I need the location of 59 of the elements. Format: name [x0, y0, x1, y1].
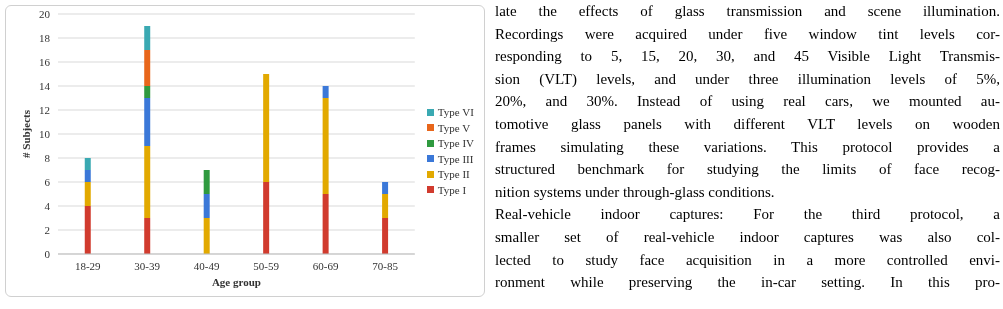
legend-label: Type VI: [437, 106, 474, 119]
legend-label: Type III: [437, 152, 474, 165]
y-tick-label: 10: [39, 127, 51, 140]
bar: [263, 182, 270, 254]
y-tick-label: 18: [39, 31, 51, 44]
x-tick-label: 50-59: [253, 259, 280, 272]
legend-label: Type I: [437, 183, 467, 196]
y-tick-label: 2: [44, 223, 50, 236]
bar: [382, 182, 389, 194]
text: structured benchmark for studying the limits of face recog-: [495, 160, 1000, 180]
bar: [203, 170, 210, 194]
text: lected to study face acquisition in a more controlled envi-: [495, 250, 1000, 270]
bar: [84, 170, 91, 182]
x-tick-label: 40-49: [193, 259, 220, 272]
legend-label: Type IV: [437, 137, 474, 150]
legend-label: Type V: [437, 121, 471, 134]
bar: [382, 194, 389, 218]
x-axis-title: Age group: [211, 276, 261, 288]
bar: [322, 194, 329, 254]
y-tick-label: 16: [39, 55, 51, 68]
bar: [382, 218, 389, 254]
bar: [84, 206, 91, 254]
y-tick-label: 6: [44, 175, 51, 188]
x-tick-label: 70-85: [372, 259, 399, 272]
text: 20%, and 30%. Instead of using real cars, we mounted au-: [495, 92, 1000, 112]
y-tick-label: 0: [44, 247, 51, 260]
bar: [203, 194, 210, 218]
bar: [144, 98, 151, 146]
bar: [84, 158, 91, 170]
bar: [144, 218, 151, 254]
text: smaller set of real-vehicle indoor captures was also col-: [495, 227, 1000, 247]
bar: [322, 98, 329, 194]
x-tick-label: 18-29: [74, 259, 102, 272]
bar: [144, 146, 151, 218]
bar: [203, 218, 210, 254]
legend-label: Type II: [437, 168, 470, 181]
text: late the effects of glass transmission and scene illumination.: [495, 2, 1000, 21]
bar: [84, 182, 91, 206]
text: frames simulating these variations. This protocol provides a: [495, 137, 1000, 157]
text: sion (VLT) levels, and under three illumination levels of 5%,: [495, 69, 1000, 89]
text: ronment while preserving the in-car setting. In this pro-: [495, 273, 1000, 293]
y-tick-label: 20: [39, 7, 51, 20]
text: tomotive glass panels with different VLT levels on wooden: [495, 114, 1000, 134]
text: Recordings were acquired under five window tint levels cor-: [495, 24, 1000, 44]
y-tick-label: 4: [44, 199, 51, 212]
x-tick-label: 30-39: [134, 259, 161, 272]
bar: [263, 74, 270, 182]
y-tick-label: 12: [39, 103, 50, 116]
bar: [144, 26, 151, 50]
bar: [144, 50, 151, 86]
bar: [322, 86, 329, 98]
y-axis-title: # Subjects: [19, 109, 32, 158]
bar: [144, 86, 151, 98]
text: nition systems under through-glass conditions.: [495, 182, 776, 202]
y-tick-label: 8: [44, 151, 51, 164]
y-tick-label: 14: [39, 79, 51, 92]
text: Real-vehicle indoor captures: For the third protocol, a: [495, 205, 1000, 225]
x-tick-label: 60-69: [312, 259, 339, 272]
text: responding to 5, 15, 20, 30, and 45 Visible Light Transmis-: [495, 47, 1000, 67]
